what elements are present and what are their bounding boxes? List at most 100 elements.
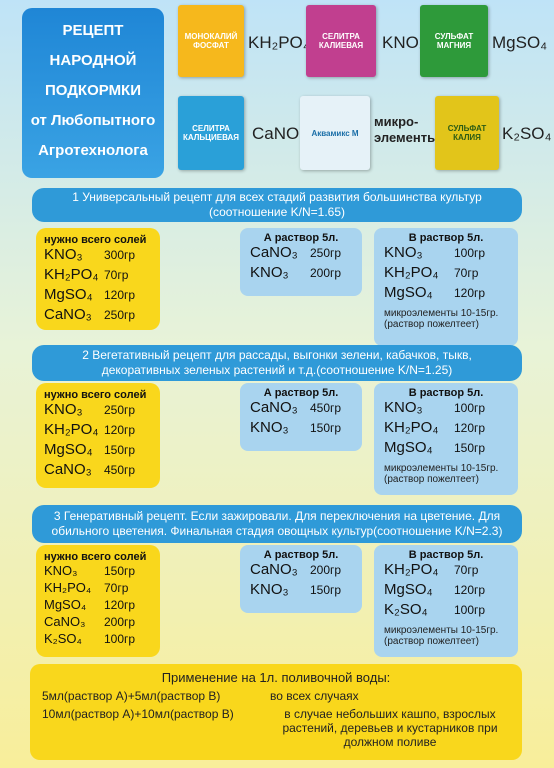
salt-row: KNO₃ 150гр bbox=[250, 581, 352, 601]
salt-row: MgSO₄ 120гр bbox=[384, 284, 508, 304]
salt-amount: 250гр bbox=[310, 246, 342, 260]
salt-formula: KH₂PO₄ bbox=[44, 580, 92, 595]
title-box: РЕЦЕПТ НАРОДНОЙ ПОДКОРМКИ от Любопытного Агр… bbox=[22, 8, 164, 178]
solution-a-box: А раствор 5л. CaNO₃ 200гр KNO₃ 150гр bbox=[240, 545, 362, 613]
salt-formula: KH₂PO₄ bbox=[384, 561, 439, 578]
solution-b-box: В раствор 5л. KNO₃ 100гр KH₂PO₄ 120гр MgSO₄ 15… bbox=[374, 383, 518, 495]
usage-row: 5мл(раствор А)+5мл(раствор В) во всех слу… bbox=[42, 689, 510, 703]
salt-row: KH₂PO₄ 70гр bbox=[384, 264, 508, 284]
salt-formula: CaNO₃ bbox=[250, 244, 298, 261]
salt-amount: 120гр bbox=[454, 421, 486, 435]
product-package: СУЛЬФАТ КАЛИЯ bbox=[435, 96, 499, 170]
salt-amount: 120гр bbox=[104, 423, 136, 437]
box-label: нужно всего солей bbox=[44, 389, 147, 401]
section-header: 1 Универсальный рецепт для всех стадий р… bbox=[32, 188, 522, 222]
salt-amount: 150гр bbox=[454, 441, 486, 455]
salt-row: KNO₃ 150гр bbox=[44, 563, 152, 580]
product-formula: KNO₃ bbox=[382, 33, 426, 52]
salt-amount: 150гр bbox=[104, 443, 136, 457]
salt-formula: MgSO₄ bbox=[44, 286, 93, 303]
salt-row: KNO₃ 150гр bbox=[250, 419, 352, 439]
salt-amount: 200гр bbox=[310, 563, 342, 577]
salt-amount: 300гр bbox=[104, 248, 136, 262]
box-label: В раствор 5л. bbox=[408, 387, 484, 399]
salt-row: KH₂PO₄ 70гр bbox=[44, 266, 152, 286]
salt-row: KH₂PO₄ 120гр bbox=[44, 421, 152, 441]
solution-b-box: В раствор 5л. KH₂PO₄ 70гр MgSO₄ 120гр K₂SO₄ 10… bbox=[374, 545, 518, 657]
microelements-note: микроэлементы 10-15гр. (раствор пожелтее… bbox=[384, 308, 499, 330]
section-header: 3 Генеративный рецепт. Если зажировали. … bbox=[32, 505, 522, 543]
product-package: МОНОКАЛИЙ ФОСФАТ bbox=[178, 5, 244, 77]
microelements-note: микроэлементы 10-15гр. (раствор пожелтее… bbox=[384, 463, 499, 485]
title-line: от Любопытного bbox=[30, 112, 156, 129]
salt-formula: KNO₃ bbox=[250, 419, 289, 436]
salt-amount: 70гр bbox=[454, 266, 479, 280]
salt-formula: KH₂PO₄ bbox=[384, 264, 439, 281]
salt-formula: KNO₃ bbox=[44, 246, 83, 263]
box-label: нужно всего солей bbox=[44, 551, 147, 563]
salt-row: K₂SO₄ 100гр bbox=[44, 631, 152, 648]
salt-amount: 120гр bbox=[104, 598, 136, 612]
title-line: НАРОДНОЙ bbox=[49, 52, 137, 69]
product-package: СУЛЬФАТ МАГНИЯ bbox=[420, 5, 488, 77]
salt-formula: KNO₃ bbox=[250, 581, 289, 598]
salt-amount: 100гр bbox=[454, 603, 486, 617]
salt-formula: MgSO₄ bbox=[384, 581, 433, 598]
salt-formula: KH₂PO₄ bbox=[44, 266, 99, 283]
salt-row: CaNO₃ 200гр bbox=[44, 614, 152, 631]
total-box: нужно всего солей KNO₃ 150гр KH₂PO₄ 70гр MgSO… bbox=[36, 545, 160, 657]
salt-row: KNO₃ 100гр bbox=[384, 399, 508, 419]
box-label: В раствор 5л. bbox=[408, 232, 484, 244]
box-label: нужно всего солей bbox=[44, 234, 147, 246]
salt-row: MgSO₄ 150гр bbox=[44, 441, 152, 461]
usage-dose: 10мл(раствор А)+10мл(раствор В) bbox=[42, 707, 234, 721]
salt-row: MgSO₄ 150гр bbox=[384, 439, 508, 459]
salt-amount: 450гр bbox=[104, 463, 136, 477]
product-formula: CaNO₃ bbox=[252, 124, 307, 143]
salt-row: CaNO₃ 450гр bbox=[250, 399, 352, 419]
salt-row: CaNO₃ 250гр bbox=[250, 244, 352, 264]
salt-amount: 150гр bbox=[310, 421, 342, 435]
salt-row: CaNO₃ 450гр bbox=[44, 461, 152, 481]
salt-row: KNO₃ 200гр bbox=[250, 264, 352, 284]
box-label: А раствор 5л. bbox=[263, 549, 339, 561]
salt-formula: MgSO₄ bbox=[384, 284, 433, 301]
salt-formula: KNO₃ bbox=[44, 563, 78, 578]
salt-amount: 120гр bbox=[454, 286, 486, 300]
salt-amount: 250гр bbox=[104, 308, 136, 322]
salt-formula: MgSO₄ bbox=[44, 597, 87, 612]
salt-formula: KH₂PO₄ bbox=[384, 419, 439, 436]
product-formula: KH₂PO₄ bbox=[248, 33, 310, 52]
solution-a-box: А раствор 5л. CaNO₃ 250гр KNO₃ 200гр bbox=[240, 228, 362, 296]
salt-amount: 150гр bbox=[104, 564, 136, 578]
title-line: ПОДКОРМКИ bbox=[45, 82, 141, 99]
salt-formula: CaNO₃ bbox=[250, 399, 298, 416]
salt-formula: KH₂PO₄ bbox=[44, 421, 99, 438]
usage-row: 10мл(раствор А)+10мл(раствор В) в случае … bbox=[42, 707, 510, 749]
salt-amount: 200гр bbox=[310, 266, 342, 280]
salt-formula: K₂SO₄ bbox=[384, 601, 428, 618]
salt-formula: CaNO₃ bbox=[44, 461, 92, 478]
box-label: А раствор 5л. bbox=[263, 387, 339, 399]
salt-amount: 150гр bbox=[310, 583, 342, 597]
salt-amount: 120гр bbox=[104, 288, 136, 302]
product-formula: K₂SO₄ bbox=[502, 124, 552, 143]
salt-formula: KNO₃ bbox=[44, 401, 83, 418]
salt-row: KH₂PO₄ 70гр bbox=[384, 561, 508, 581]
product-formula: микро-элементы bbox=[374, 114, 439, 145]
salt-formula: MgSO₄ bbox=[44, 441, 93, 458]
usage-case: во всех случаях bbox=[270, 689, 359, 703]
title-line: РЕЦЕПТ bbox=[62, 22, 124, 39]
salt-formula: KNO₃ bbox=[250, 264, 289, 281]
salt-row: MgSO₄ 120гр bbox=[384, 581, 508, 601]
salt-amount: 70гр bbox=[454, 563, 479, 577]
total-box: нужно всего солей KNO₃ 250гр KH₂PO₄ 120гр MgS… bbox=[36, 383, 160, 488]
usage-dose: 5мл(раствор А)+5мл(раствор В) bbox=[42, 689, 221, 703]
salt-amount: 70гр bbox=[104, 268, 129, 282]
total-box: нужно всего солей KNO₃ 300гр KH₂PO₄ 70гр MgSO… bbox=[36, 228, 160, 330]
microelements-note: микроэлементы 10-15гр. (раствор пожелтее… bbox=[384, 625, 499, 647]
salt-row: KH₂PO₄ 120гр bbox=[384, 419, 508, 439]
salt-row: CaNO₃ 200гр bbox=[250, 561, 352, 581]
salt-formula: K₂SO₄ bbox=[44, 631, 82, 646]
